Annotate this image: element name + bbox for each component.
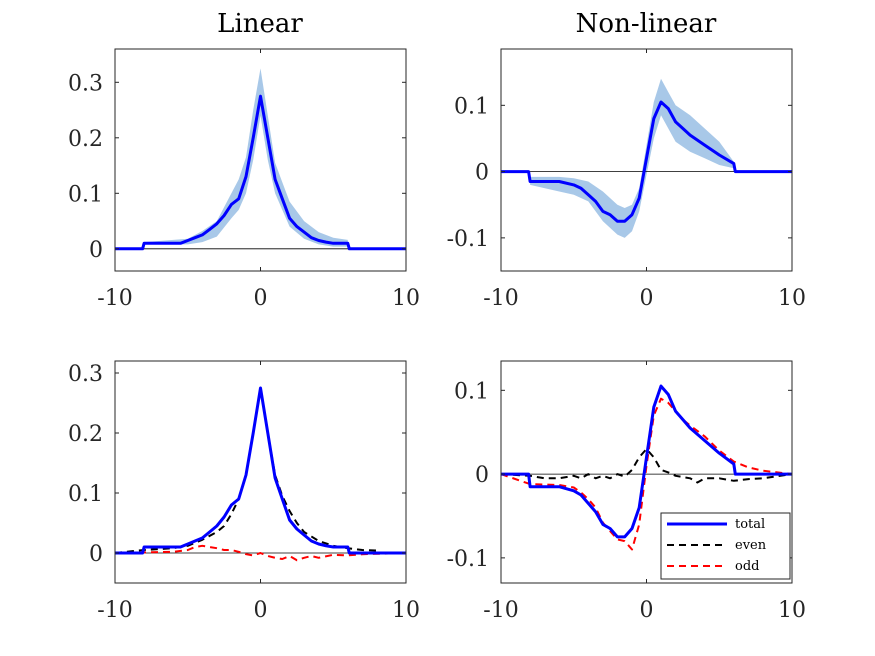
panel-nonlinear-bottom: -10 0 10 -0.1 0 0.1: [447, 360, 806, 623]
series-line-odd: [501, 397, 792, 551]
y-tick-label: 0.1: [68, 482, 103, 507]
panel-title-linear: Linear: [217, 9, 303, 39]
x-tick-label: 0: [640, 286, 654, 311]
legend-label-total: total: [735, 517, 765, 532]
x-tick-label: 0: [254, 598, 268, 623]
y-tick-label: 0.1: [68, 182, 103, 207]
series-line-dashed-2: [115, 544, 406, 562]
y-tick-label: -0.1: [447, 547, 489, 572]
series-line-total: [501, 384, 792, 539]
legend-label-odd: odd: [735, 559, 759, 574]
y-tick-label: 0.1: [454, 379, 489, 404]
series-line-solid-0: [115, 94, 406, 251]
series-line-solid-0: [115, 386, 406, 555]
x-tick-label: 0: [640, 598, 654, 623]
series-line-even: [501, 448, 792, 484]
y-tick-label: 0.2: [68, 422, 103, 447]
y-tick-label: 0: [89, 238, 103, 263]
x-tick-label: -10: [97, 286, 132, 311]
panel-title-nonlinear: Non-linear: [576, 9, 717, 39]
panel-linear-top: -10 0 10 0 0.1 0.2 0.3: [68, 48, 420, 311]
x-tick-label: 10: [392, 286, 420, 311]
x-tick-label: 10: [392, 598, 420, 623]
panel-linear-bottom: -10 0 10 0 0.1 0.2 0.3: [68, 360, 420, 623]
series-line-dashed-1: [115, 387, 406, 554]
x-tick-label: -10: [483, 598, 518, 623]
confidence-band: [144, 68, 348, 247]
x-tick-label: 10: [778, 286, 806, 311]
y-tick-label: 0.3: [68, 71, 103, 96]
x-tick-label: 0: [254, 286, 268, 311]
y-tick-label: 0: [475, 161, 489, 186]
y-tick-label: 0: [475, 463, 489, 488]
series-line-solid-0: [501, 100, 792, 223]
y-tick-label: 0.3: [68, 362, 103, 387]
y-tick-label: 0.2: [68, 127, 103, 152]
y-tick-label: 0: [89, 542, 103, 567]
legend: total even odd: [660, 512, 791, 580]
y-tick-label: -0.1: [447, 227, 489, 252]
x-tick-label: 10: [778, 598, 806, 623]
y-tick-label: 0.1: [454, 94, 489, 119]
x-tick-label: -10: [483, 286, 518, 311]
panel-nonlinear-top: -10 0 10 -0.1 0 0.1: [447, 48, 806, 311]
x-tick-label: -10: [97, 598, 132, 623]
confidence-band: [530, 78, 734, 238]
legend-label-even: even: [735, 538, 767, 553]
